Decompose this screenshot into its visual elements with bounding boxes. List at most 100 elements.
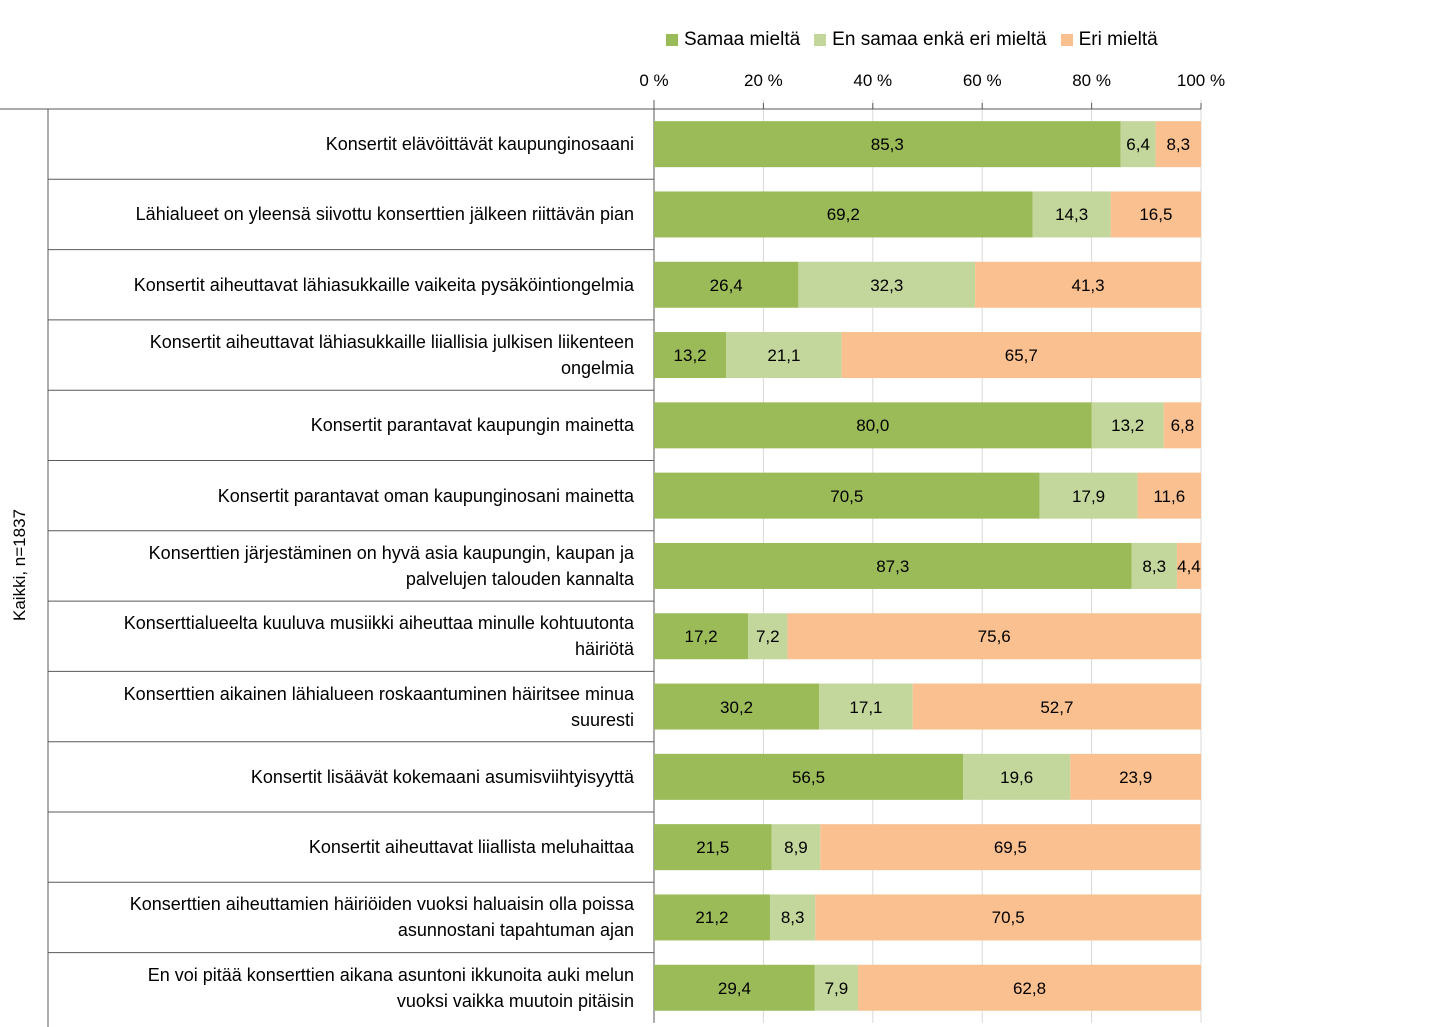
bar-disagree xyxy=(1070,753,1201,800)
data-label-disagree: 6,8 xyxy=(1170,416,1195,436)
category-label: Konsertit elävöittävät kaupunginosaani xyxy=(48,109,634,179)
category-label: En voi pitää konserttien aikana asuntoni… xyxy=(48,953,634,1023)
bar-disagree xyxy=(1110,191,1201,238)
data-label-agree: 26,4 xyxy=(709,275,743,295)
legend-item-agree: Samaa mieltä xyxy=(666,29,800,51)
data-label-disagree: 65,7 xyxy=(1004,346,1038,366)
legend-label: Eri mieltä xyxy=(1078,29,1158,50)
category-label: Lähialueet on yleensä siivottu konsertti… xyxy=(48,179,634,249)
bar-neutral xyxy=(819,683,913,730)
bar-agree xyxy=(654,402,1092,449)
category-label-line: Lähialueet on yleensä siivottu konsertti… xyxy=(135,204,634,225)
data-label-agree: 21,5 xyxy=(696,838,730,858)
legend: Samaa mieltä En samaa enkä eri mieltä Eri … xyxy=(666,29,1172,51)
bar-agree xyxy=(654,121,1121,168)
data-label-agree: 21,2 xyxy=(695,908,729,928)
bar-disagree xyxy=(1163,402,1201,449)
x-tick-label: 100 % xyxy=(1176,71,1226,90)
bar-disagree xyxy=(858,964,1201,1011)
legend-swatch-disagree xyxy=(1060,34,1073,46)
category-label-line: Konsertit parantavat kaupungin mainetta xyxy=(310,415,634,436)
category-label-line: vuoksi vaikka muutoin pitäisin xyxy=(396,990,634,1011)
bar-neutral xyxy=(798,261,976,308)
bar-agree xyxy=(654,472,1040,519)
bar-agree xyxy=(654,261,799,308)
legend-item-neutral: En samaa enkä eri mieltä xyxy=(814,29,1047,51)
data-label-agree: 56,5 xyxy=(791,767,826,787)
data-label-neutral: 14,3 xyxy=(1055,205,1089,225)
data-label-neutral: 7,2 xyxy=(755,627,780,647)
bar-disagree xyxy=(787,613,1201,660)
bar-neutral xyxy=(771,824,821,871)
bar-neutral xyxy=(726,332,842,379)
bar-neutral xyxy=(769,894,816,941)
bar-neutral xyxy=(1032,191,1111,238)
data-label-agree: 85,3 xyxy=(870,135,904,155)
data-label-neutral: 17,9 xyxy=(1072,486,1106,506)
data-label-agree: 13,2 xyxy=(673,346,707,366)
category-label: Konserttialueelta kuuluva musiikki aiheu… xyxy=(48,601,634,671)
data-label-disagree: 8,3 xyxy=(1166,135,1191,155)
data-label-neutral: 21,1 xyxy=(767,346,801,366)
data-label-neutral: 19,6 xyxy=(1000,767,1034,787)
bar-agree xyxy=(654,824,772,871)
x-tick-label: 80 % xyxy=(1072,71,1111,90)
data-label-agree: 80,0 xyxy=(856,416,890,436)
legend-swatch-agree xyxy=(666,34,678,46)
x-tick-label: 40 % xyxy=(853,71,893,90)
category-label-line: Konserttien järjestäminen on hyvä asia k… xyxy=(148,542,634,563)
category-label-line: suuresti xyxy=(570,709,634,730)
bar-disagree xyxy=(912,683,1201,730)
data-label-disagree: 16,5 xyxy=(1139,205,1173,225)
data-label-neutral: 7,9 xyxy=(824,978,849,998)
data-label-disagree: 75,6 xyxy=(977,627,1011,647)
group-label: Kaikki, n=1837 xyxy=(10,509,29,621)
data-label-neutral: 13,2 xyxy=(1111,416,1145,436)
data-label-disagree: 41,3 xyxy=(1071,275,1105,295)
bar-disagree xyxy=(1137,472,1201,519)
data-label-agree: 17,2 xyxy=(684,627,718,647)
category-label-line: Konsertit lisäävät kokemaani asumisviiht… xyxy=(250,766,634,787)
data-label-neutral: 6,4 xyxy=(1126,135,1150,155)
data-label-disagree: 70,5 xyxy=(991,908,1025,928)
data-label-neutral: 8,3 xyxy=(780,908,805,928)
bar-neutral xyxy=(1131,542,1177,589)
category-label: Konsertit aiheuttavat lähiasukkaille vai… xyxy=(48,250,634,320)
category-label: Konsertit aiheuttavat lähiasukkaille lii… xyxy=(48,320,634,390)
bar-disagree xyxy=(1176,542,1201,589)
category-label-line: asunnostani tapahtuman ajan xyxy=(397,920,634,941)
category-label-line: Konsertit aiheuttavat liiallista meluhai… xyxy=(308,837,634,858)
bar-agree xyxy=(654,753,964,800)
bar-agree xyxy=(654,683,820,730)
bar-disagree xyxy=(1155,121,1201,168)
data-label-agree: 87,3 xyxy=(876,556,910,576)
data-label-neutral: 32,3 xyxy=(870,275,904,295)
bar-neutral xyxy=(814,964,859,1011)
bar-agree xyxy=(654,191,1033,238)
bar-agree xyxy=(654,964,815,1011)
category-label-line: ongelmia xyxy=(560,358,634,379)
category-label: Konsertit parantavat oman kaupunginosani… xyxy=(48,461,634,531)
bar-agree xyxy=(654,332,727,379)
category-label-line: Konsertit elävöittävät kaupunginosaani xyxy=(325,134,634,155)
data-label-agree: 69,2 xyxy=(826,205,860,225)
bar-neutral xyxy=(1091,402,1164,449)
bar-disagree xyxy=(815,894,1201,941)
data-label-disagree: 4,4 xyxy=(1177,556,1201,576)
category-label-line: Konserttien aiheuttamien häiriöiden vuok… xyxy=(129,894,634,915)
category-label: Konserttien aiheuttamien häiriöiden vuok… xyxy=(48,882,634,952)
data-label-neutral: 8,9 xyxy=(784,838,808,858)
category-label: Konserttien aikainen lähialueen roskaant… xyxy=(48,671,634,741)
bar-disagree xyxy=(841,332,1201,379)
legend-item-disagree: Eri mieltä xyxy=(1060,29,1158,51)
legend-swatch-neutral xyxy=(814,34,827,46)
bar-agree xyxy=(654,542,1132,589)
category-label: Konserttien järjestäminen on hyvä asia k… xyxy=(48,531,634,601)
data-label-neutral: 8,3 xyxy=(1142,556,1167,576)
category-label-line: Konsertit aiheuttavat lähiasukkaille lii… xyxy=(149,332,634,353)
category-label-line: Konserttialueelta kuuluva musiikki aiheu… xyxy=(123,613,634,634)
data-label-agree: 70,5 xyxy=(830,486,864,506)
bar-disagree xyxy=(820,824,1201,871)
category-label-line: Konsertit aiheuttavat lähiasukkaille vai… xyxy=(133,274,634,295)
category-label-line: En voi pitää konserttien aikana asuntoni… xyxy=(147,964,634,985)
